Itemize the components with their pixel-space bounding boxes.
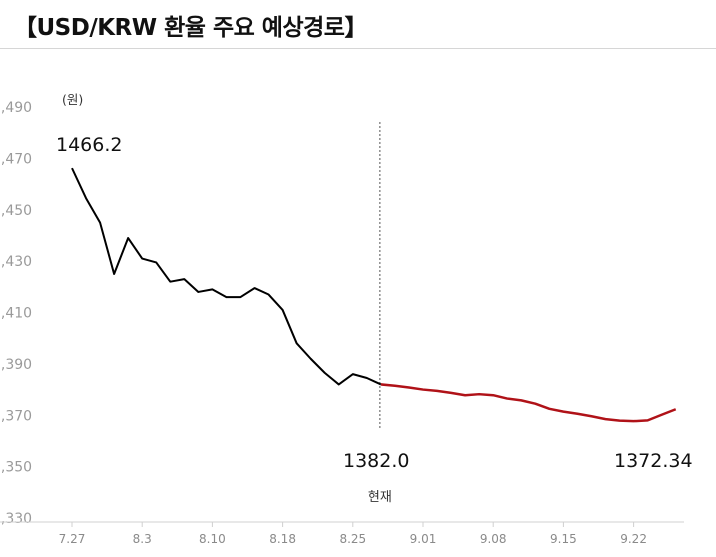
title-divider [0, 48, 716, 49]
data-label-start: 1466.2 [56, 134, 122, 156]
chart-title: 【USD/KRW 환율 주요 예상경로】 [14, 15, 367, 41]
y-tick-label: 1,330 [0, 511, 32, 527]
y-tick-label: 1,410 [0, 306, 32, 322]
x-tick-label: 9.08 [480, 532, 507, 546]
y-tick-label: 1,430 [0, 254, 32, 270]
y-tick-label: 1,450 [0, 203, 32, 219]
data-label-end: 1372.34 [614, 450, 693, 472]
x-tick-label: 9.22 [620, 532, 647, 546]
y-tick-label: 1,390 [0, 357, 32, 373]
x-tick-label: 7.27 [59, 532, 86, 546]
y-tick-label: 1,370 [0, 408, 32, 424]
series-actual-line [71, 167, 382, 386]
x-tick-label: 9.15 [550, 532, 577, 546]
y-tick-label: 1,350 [0, 460, 32, 476]
x-tick-label: 8.10 [199, 532, 226, 546]
series-forecast-line [380, 383, 677, 423]
x-tick-label: 8.25 [339, 532, 366, 546]
current-marker-label: 현재 [368, 490, 392, 505]
data-label-current: 1382.0 [343, 450, 409, 472]
x-tick-label: 9.01 [410, 532, 437, 546]
y-axis: 1,330 1,350 1,370 1,390 1,410 1,430 1,450 1,470… [0, 100, 32, 527]
x-tick-label: 8.18 [269, 532, 296, 546]
y-tick-label: 1,490 [0, 100, 32, 116]
x-tick-label: 8.3 [133, 532, 152, 546]
y-unit-label: (원) [62, 92, 83, 107]
x-axis: 7.27 8.3 8.10 8.18 8.25 9.01 9.08 9.15 9.22 [59, 522, 647, 546]
y-tick-label: 1,470 [0, 151, 32, 167]
